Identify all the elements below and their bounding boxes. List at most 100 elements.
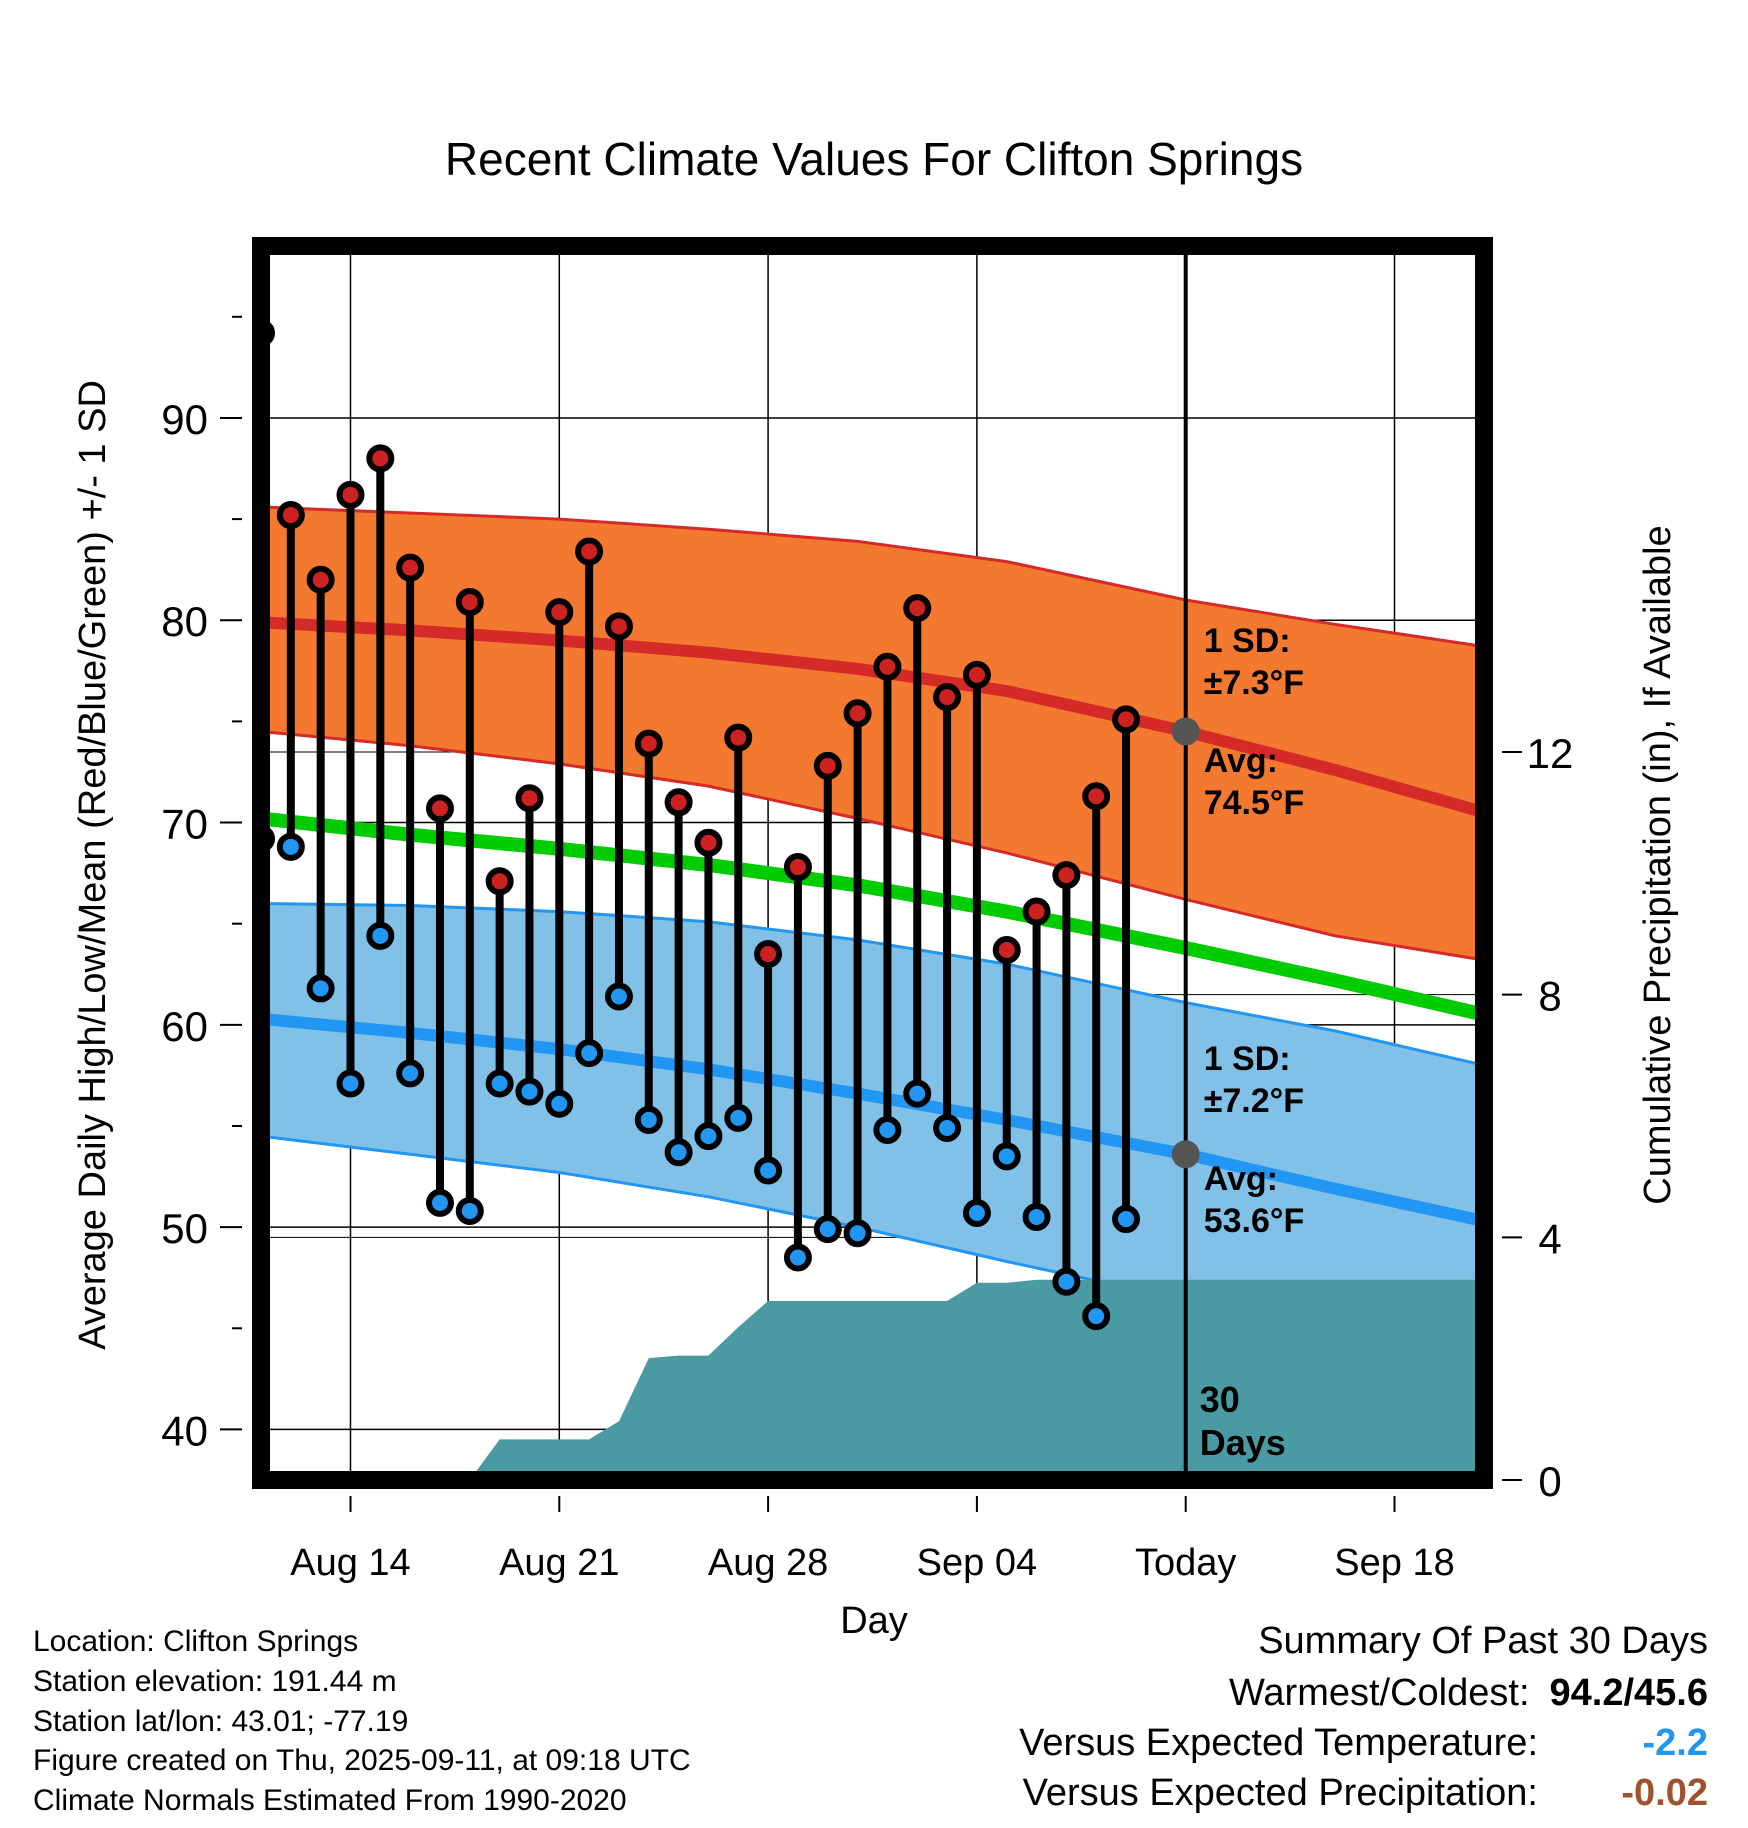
y-tick-label: 70 — [161, 801, 208, 848]
high-sd-value: ±7.3°F — [1204, 664, 1304, 702]
high-temp-point — [634, 729, 663, 758]
high-temp-point — [336, 480, 365, 509]
low-temp-point — [1052, 1267, 1081, 1296]
low-temp-point — [962, 1198, 991, 1227]
low-temp-point — [933, 1114, 962, 1143]
high-temp-point — [783, 853, 812, 882]
summary-precip-label: Versus Expected Precipitation: — [1022, 1772, 1538, 1814]
high-temp-point — [396, 553, 425, 582]
high-temp-point — [485, 867, 514, 896]
low-temp-point — [425, 1188, 454, 1217]
high-average-line — [261, 616, 1484, 819]
y-tick-label: 90 — [161, 396, 208, 443]
high-temp-point — [1112, 705, 1141, 734]
low-temp-point — [873, 1116, 902, 1145]
info-location: Location: Clifton Springs — [33, 1625, 359, 1658]
summary-temp-value: -2.2 — [1642, 1722, 1708, 1764]
low-temp-point — [366, 921, 395, 950]
low-sd-value: ±7.2°F — [1204, 1082, 1304, 1120]
low-temp-point — [276, 832, 305, 861]
high-temp-point — [545, 598, 574, 627]
high-temp-point — [1022, 897, 1051, 926]
low-temp-point — [575, 1039, 604, 1068]
high-temp-point — [813, 751, 842, 780]
plot-inner — [261, 246, 1484, 1480]
y-tick-label: 50 — [161, 1205, 208, 1252]
low-temp-point — [515, 1077, 544, 1106]
low-temp-point — [783, 1243, 812, 1272]
high-temp-point — [366, 444, 395, 473]
x-tick-label: Sep 04 — [917, 1542, 1037, 1584]
high-temp-point — [754, 940, 783, 969]
low-temp-point — [694, 1122, 723, 1151]
high-temp-point — [873, 652, 902, 681]
y-axis-label: Average Daily High/Low/Mean (Red/Blue/Gr… — [72, 380, 114, 1350]
summary-precip-value: -0.02 — [1621, 1772, 1708, 1814]
low-avg-label: Avg: — [1204, 1160, 1278, 1198]
y2-tick-label: 12 — [1527, 730, 1574, 777]
low-temp-point — [664, 1138, 693, 1167]
low-temp-point — [992, 1142, 1021, 1171]
low-sd-band — [261, 903, 1484, 1317]
high-temp-point — [604, 612, 633, 641]
y-tick-label: 80 — [161, 598, 208, 645]
plot-area: 1 SD: ±7.3°F Avg: 74.5°F 1 SD: ±7.2°F Avg: 53.6… — [161, 237, 1574, 1584]
summary-warmest-label: Warmest/Coldest: — [1228, 1672, 1530, 1714]
info-elevation: Station elevation: 191.44 m — [33, 1665, 397, 1698]
days-word-label: Days — [1200, 1422, 1286, 1463]
low-sd-label: 1 SD: — [1204, 1040, 1291, 1078]
precipitation-area — [440, 1279, 1484, 1480]
high-temp-point — [992, 935, 1021, 964]
x-tick-label: Sep 18 — [1334, 1542, 1454, 1584]
info-normals: Climate Normals Estimated From 1990-2020 — [33, 1784, 627, 1817]
summary-temp-row: Versus Expected Temperature: -2.2 — [1019, 1722, 1708, 1765]
y-tick-label: 60 — [161, 1003, 208, 1050]
chart-title: Recent Climate Values For Clifton Spring… — [445, 133, 1303, 185]
x-axis-label: Day — [840, 1600, 908, 1642]
low-temp-point — [813, 1215, 842, 1244]
high-avg-value: 74.5°F — [1204, 784, 1305, 822]
high-temp-point — [843, 699, 872, 728]
low-temp-point — [903, 1079, 932, 1108]
summary-title: Summary Of Past 30 Days — [1258, 1620, 1708, 1662]
low-avg-value: 53.6°F — [1204, 1202, 1305, 1240]
x-tick-label: Aug 28 — [708, 1542, 828, 1584]
x-tick-label: Aug 21 — [499, 1542, 619, 1584]
low-temp-point — [724, 1103, 753, 1132]
low-temp-point — [754, 1156, 783, 1185]
x-tick-label: Aug 14 — [290, 1542, 410, 1584]
summary-warmest-row: Warmest/Coldest: 94.2/45.6 — [1229, 1672, 1708, 1715]
high-temp-point — [962, 660, 991, 689]
summary-temp-label: Versus Expected Temperature: — [1019, 1722, 1538, 1764]
info-latlon: Station lat/lon: 43.01; -77.19 — [33, 1705, 409, 1738]
low-temp-point — [485, 1069, 514, 1098]
high-temp-point — [575, 537, 604, 566]
low-temp-point — [604, 982, 633, 1011]
low-temp-point — [455, 1196, 484, 1225]
high-temp-point — [515, 784, 544, 813]
summary-precip-row: Versus Expected Precipitation: -0.02 — [1023, 1772, 1708, 1815]
today-low-average-marker — [1171, 1140, 1200, 1169]
low-temp-point — [634, 1105, 663, 1134]
high-temp-point — [455, 588, 484, 617]
y2-tick-label: 0 — [1538, 1458, 1561, 1505]
high-temp-point — [694, 828, 723, 857]
info-created: Figure created on Thu, 2025-09-11, at 09… — [33, 1744, 691, 1777]
high-sd-label: 1 SD: — [1204, 622, 1291, 660]
high-temp-point — [425, 794, 454, 823]
high-temp-point — [276, 501, 305, 530]
low-temp-point — [843, 1219, 872, 1248]
y-tick-label: 40 — [161, 1407, 208, 1454]
summary-warmest-value: 94.2/45.6 — [1549, 1672, 1708, 1714]
low-temp-point — [1022, 1203, 1051, 1232]
high-temp-point — [903, 594, 932, 623]
high-temp-point — [1052, 861, 1081, 890]
high-temp-point — [724, 723, 753, 752]
high-temp-point — [1082, 782, 1111, 811]
y2-axis-label: Cumulative Precipitation (in), If Availa… — [1637, 525, 1679, 1204]
low-temp-point — [336, 1069, 365, 1098]
low-temp-point — [306, 974, 335, 1003]
high-temp-point — [933, 683, 962, 712]
x-tick-label: Today — [1135, 1542, 1236, 1584]
